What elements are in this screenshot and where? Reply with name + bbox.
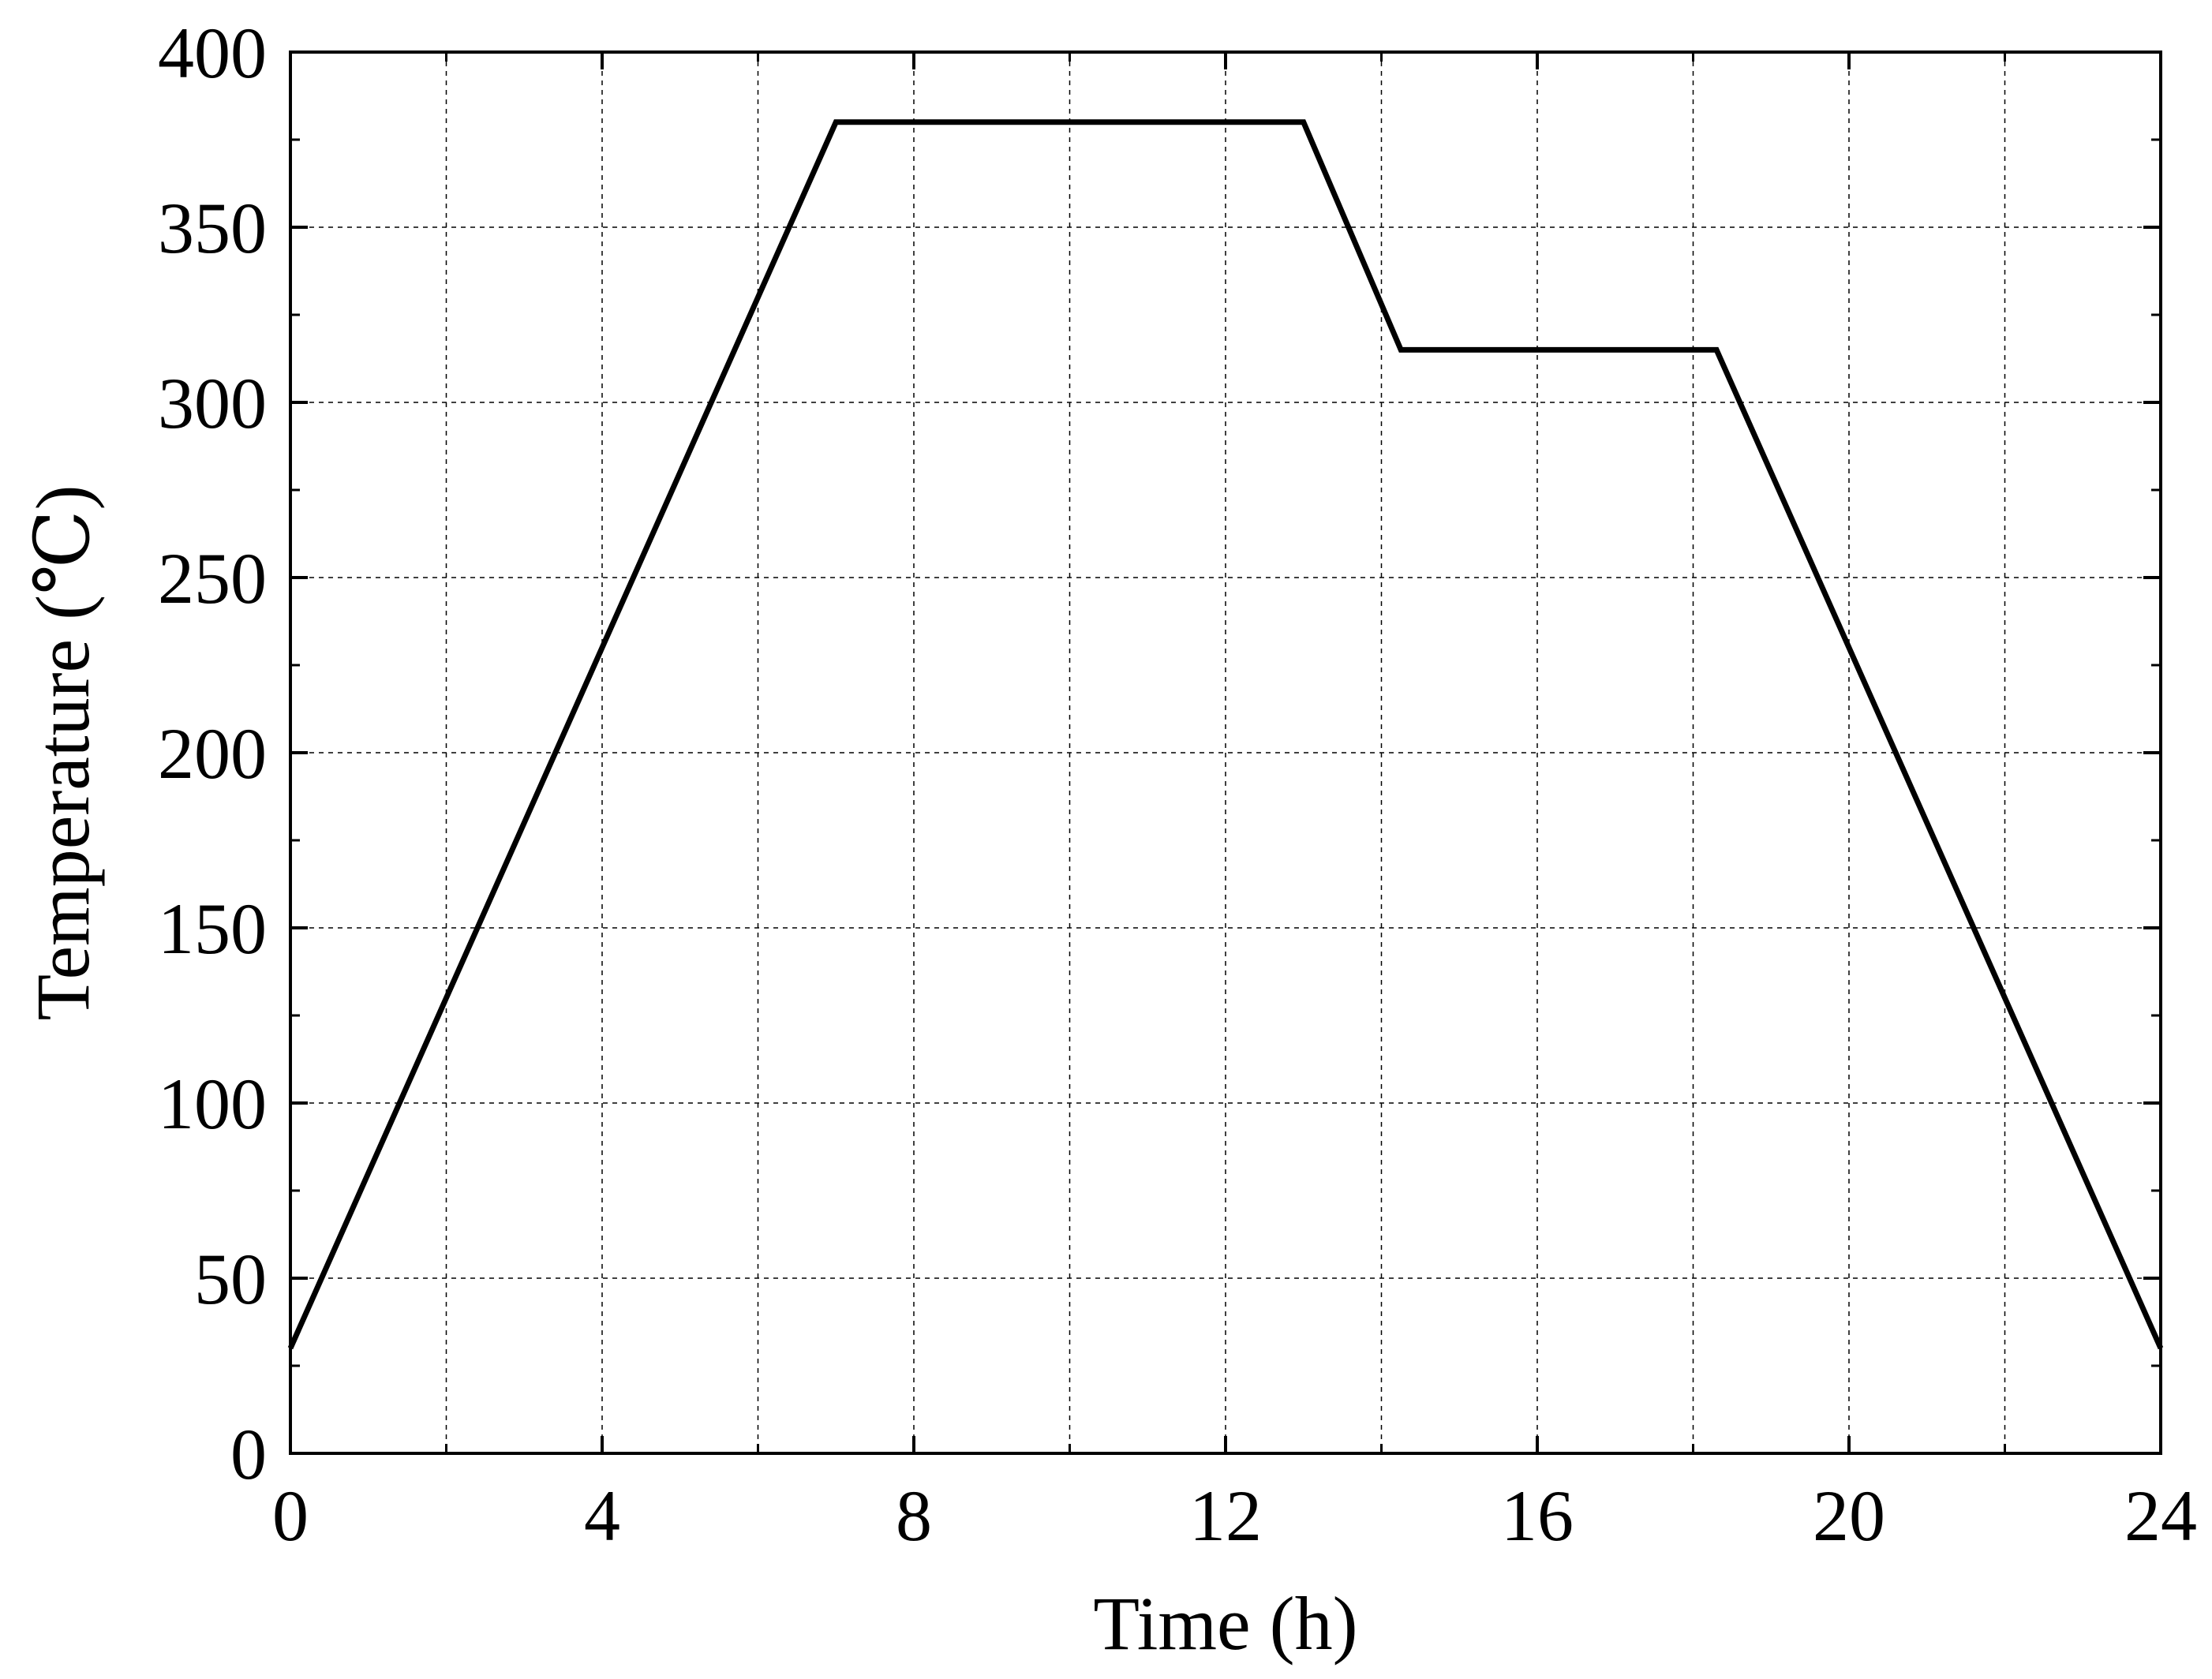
plot-frame: [289, 50, 2162, 1455]
y-axis-title: Temperature (℃): [21, 485, 105, 1021]
y-tick-label: 400: [158, 13, 267, 93]
x-tick-label: 4: [584, 1475, 620, 1556]
y-tick-labels: 0 50 100 150 200 250 300 350 400: [158, 13, 267, 1494]
series-layer: [287, 119, 2164, 1350]
y-tick-label: 350: [158, 188, 267, 268]
y-tick-label: 50: [194, 1239, 267, 1319]
y-tick-label: 300: [158, 363, 267, 443]
x-tick-label: 16: [1501, 1475, 1574, 1556]
y-tick-label: 250: [158, 538, 267, 619]
x-axis-title: Time (h): [1093, 1581, 1357, 1666]
x-tick-label: 20: [1813, 1475, 1885, 1556]
temperature-series-line: [287, 119, 2164, 1350]
y-tick-label: 0: [230, 1414, 267, 1494]
x-tick-label: 12: [1189, 1475, 1262, 1556]
y-tick-label: 200: [158, 713, 267, 794]
x-tick-label: 8: [896, 1475, 932, 1556]
grid-lines: [290, 52, 2161, 1453]
x-tick-label: 24: [2124, 1475, 2197, 1556]
y-tick-label: 100: [158, 1064, 267, 1144]
y-tick-label: 150: [158, 888, 267, 969]
x-tick-labels: 0 4 8 12 16 20 24: [272, 1475, 2197, 1556]
x-tick-label: 0: [272, 1475, 309, 1556]
